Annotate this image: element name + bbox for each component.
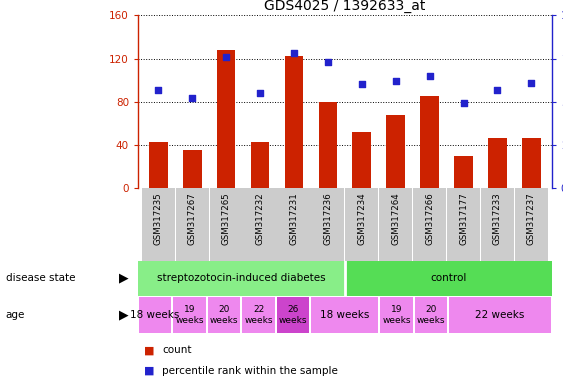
Bar (421, 96, 439, 188)
FancyBboxPatch shape (173, 297, 206, 333)
Text: GSM317234: GSM317234 (358, 192, 367, 245)
Text: 22 weeks: 22 weeks (475, 310, 525, 320)
FancyBboxPatch shape (515, 188, 548, 261)
FancyBboxPatch shape (243, 188, 276, 261)
Point (358, 81, 367, 88)
Text: GSM317267: GSM317267 (187, 192, 196, 245)
FancyBboxPatch shape (209, 188, 243, 261)
Text: disease state: disease state (6, 273, 75, 283)
Text: ■: ■ (144, 345, 154, 355)
FancyBboxPatch shape (345, 188, 378, 261)
Point (222, 54, 231, 60)
FancyBboxPatch shape (345, 261, 552, 296)
Text: 19
weeks: 19 weeks (382, 305, 411, 324)
Point (289, 50, 298, 56)
FancyBboxPatch shape (449, 297, 551, 333)
Text: count: count (162, 345, 191, 355)
Text: ▶: ▶ (119, 308, 128, 321)
Text: GSM317232: GSM317232 (256, 192, 265, 245)
FancyBboxPatch shape (311, 188, 345, 261)
Bar (386, 115, 405, 188)
Text: 20
weeks: 20 weeks (417, 305, 445, 324)
FancyBboxPatch shape (176, 188, 209, 261)
Bar (149, 142, 168, 188)
Bar (352, 132, 371, 188)
FancyBboxPatch shape (481, 188, 514, 261)
FancyBboxPatch shape (278, 188, 311, 261)
FancyBboxPatch shape (243, 297, 275, 333)
Text: 22
weeks: 22 weeks (244, 305, 273, 324)
Text: 26
weeks: 26 weeks (279, 305, 307, 324)
Text: 18 weeks: 18 weeks (131, 310, 180, 320)
FancyBboxPatch shape (381, 297, 413, 333)
Title: GDS4025 / 1392633_at: GDS4025 / 1392633_at (264, 0, 426, 13)
Point (187, 95, 196, 101)
FancyBboxPatch shape (415, 297, 447, 333)
Bar (183, 151, 202, 188)
Text: 19
weeks: 19 weeks (176, 305, 204, 324)
Point (459, 101, 468, 107)
FancyBboxPatch shape (142, 188, 175, 261)
Text: percentile rank within the sample: percentile rank within the sample (162, 366, 338, 376)
Text: ■: ■ (144, 366, 154, 376)
Text: streptozotocin-induced diabetes: streptozotocin-induced diabetes (157, 273, 326, 283)
Bar (488, 139, 507, 188)
Text: GSM317236: GSM317236 (323, 192, 332, 245)
Text: ▶: ▶ (119, 272, 128, 285)
FancyBboxPatch shape (379, 188, 412, 261)
Text: age: age (6, 310, 25, 320)
Text: GSM317237: GSM317237 (527, 192, 536, 245)
Text: GSM317231: GSM317231 (289, 192, 298, 245)
Point (493, 87, 502, 93)
FancyBboxPatch shape (447, 188, 480, 261)
Bar (522, 139, 540, 188)
Point (256, 90, 265, 96)
Point (391, 78, 400, 84)
Point (323, 59, 332, 65)
Text: GSM317266: GSM317266 (425, 192, 434, 245)
Text: 18 weeks: 18 weeks (320, 310, 369, 320)
Text: control: control (430, 273, 467, 283)
Text: 20
weeks: 20 weeks (210, 305, 238, 324)
Bar (285, 56, 303, 188)
Point (154, 87, 163, 93)
Point (425, 73, 434, 79)
FancyBboxPatch shape (413, 188, 446, 261)
FancyBboxPatch shape (139, 297, 171, 333)
Text: GSM317235: GSM317235 (154, 192, 163, 245)
FancyBboxPatch shape (277, 297, 309, 333)
Text: GSM317265: GSM317265 (222, 192, 231, 245)
Bar (217, 50, 235, 188)
Text: GSM317233: GSM317233 (493, 192, 502, 245)
Bar (319, 102, 337, 188)
Point (527, 80, 536, 86)
Bar (251, 142, 269, 188)
Text: GSM317264: GSM317264 (391, 192, 400, 245)
FancyBboxPatch shape (138, 261, 345, 296)
Text: GSM317177: GSM317177 (459, 192, 468, 245)
Bar (454, 156, 473, 188)
FancyBboxPatch shape (208, 297, 240, 333)
FancyBboxPatch shape (311, 297, 378, 333)
